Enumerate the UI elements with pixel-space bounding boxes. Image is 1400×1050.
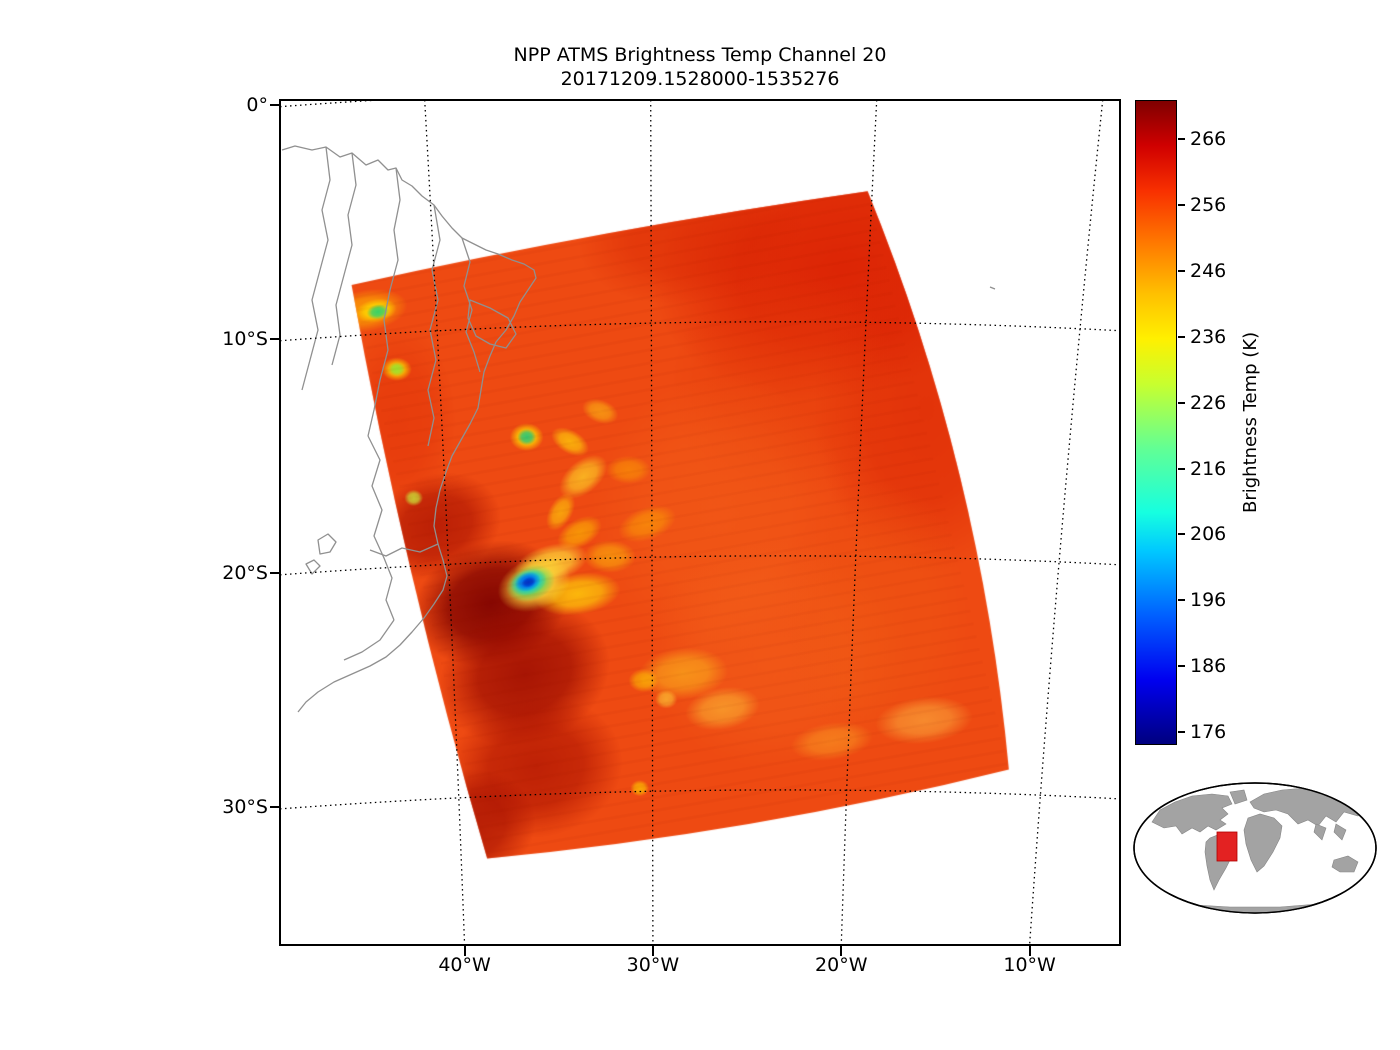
colorbar-tick-label: 196 (1190, 589, 1227, 612)
india (1313, 823, 1327, 841)
y-axis-tickmark (270, 103, 280, 106)
north-america (1151, 793, 1233, 835)
coastline (427, 204, 441, 447)
colorbar-tick-label: 186 (1190, 655, 1227, 678)
y-axis-tick-label: 0° (246, 93, 268, 116)
australia (1331, 855, 1359, 873)
x-axis-tickmark (1028, 946, 1031, 956)
colorbar-tick-label: 206 (1190, 523, 1227, 546)
colorbar-tickmark (1178, 599, 1185, 602)
colorbar-tickmark (1178, 401, 1185, 404)
greenland (1229, 789, 1248, 805)
colorbar-tickmark (1178, 467, 1185, 470)
coastline (301, 146, 331, 391)
coastline (989, 286, 996, 290)
y-axis-tickmark (270, 337, 280, 340)
chart-subtitle: 20171209.1528000-1535276 (560, 68, 840, 90)
colorbar-axis-label: Brightness Temp (K) (1240, 331, 1261, 514)
parallel-gridline (280, 100, 391, 108)
x-axis-tickmark (463, 946, 466, 956)
coastline (461, 237, 481, 373)
swath-location-highlight (1216, 831, 1238, 862)
parallel-gridline (280, 555, 1120, 576)
colorbar-tick-label: 216 (1190, 457, 1227, 480)
africa (1243, 813, 1283, 873)
coastline (367, 435, 395, 621)
parallel-gridline (280, 789, 1120, 810)
x-axis-tick-label: 40°W (438, 954, 491, 976)
y-axis-tickmark (270, 571, 280, 574)
coastline (331, 152, 357, 366)
meridian-gridline (1028, 100, 1104, 945)
colorbar-tickmark (1178, 270, 1185, 273)
globe-outline-top (1133, 782, 1377, 914)
colorbar-tick-label: 256 (1190, 194, 1227, 217)
colorbar-tickmark (1178, 533, 1185, 536)
parallel-gridline (280, 321, 1120, 342)
coastline (343, 619, 395, 661)
x-axis-tickmark (840, 946, 843, 956)
x-axis-tick-label: 10°W (1003, 954, 1056, 976)
colorbar-tickmark (1178, 204, 1185, 207)
x-axis-tick-label: 20°W (815, 954, 868, 976)
coastlines-gridlines-overlay (280, 100, 1120, 945)
colorbar-tick-label: 246 (1190, 260, 1227, 283)
colorbar-tickmark (1178, 665, 1185, 668)
y-axis-tick-label: 10°S (222, 327, 268, 350)
colorbar-tick-label: 226 (1190, 391, 1227, 414)
coastline (367, 167, 401, 437)
colorbar-tick-label: 266 (1190, 128, 1227, 151)
colorbar-tickmark (1178, 335, 1185, 338)
world-inset-map (1133, 782, 1377, 914)
coastline (317, 533, 337, 555)
coastline (369, 543, 439, 557)
x-axis-tickmark (651, 946, 654, 956)
y-axis-tick-label: 30°S (222, 795, 268, 818)
colorbar-tick-label: 176 (1190, 720, 1227, 743)
colorbar-tick-label: 236 (1190, 325, 1227, 348)
satellite-swath-heatmap (280, 100, 1120, 945)
southeast-asia (1333, 823, 1347, 841)
colorbar-tickmark (1178, 138, 1185, 141)
meridian-gridline (650, 100, 654, 945)
coastline (281, 145, 537, 713)
colorbar-tickmark (1178, 730, 1185, 733)
coastline (467, 299, 517, 349)
meridian-gridline (840, 100, 878, 945)
y-axis-tickmark (270, 805, 280, 808)
chart-title: NPP ATMS Brightness Temp Channel 20 (513, 44, 887, 66)
colorbar (1135, 100, 1177, 745)
x-axis-tick-label: 30°W (626, 954, 680, 976)
coastline (305, 559, 321, 575)
meridian-gridline (424, 100, 466, 945)
y-axis-tick-label: 20°S (222, 561, 268, 584)
